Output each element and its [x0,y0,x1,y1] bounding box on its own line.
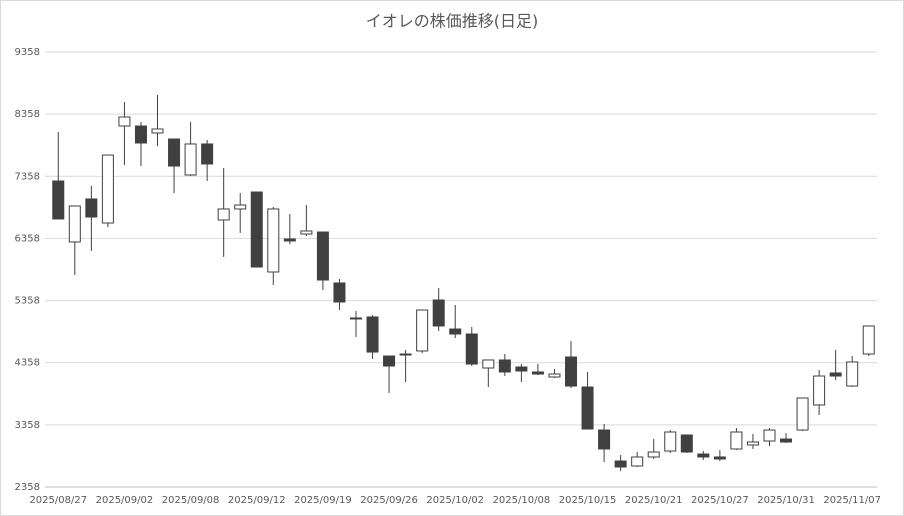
candle-body [300,230,313,235]
candle-body [548,373,561,378]
candle-body [168,138,181,167]
x-tick-label: 2025/10/21 [625,495,683,506]
y-tick-label: 4358 [15,358,40,369]
candle-body [581,386,594,430]
candle-body [449,328,462,335]
x-tick-label: 2025/09/19 [294,495,352,506]
x-tick-label: 2025/10/31 [757,495,815,506]
candle-body [763,429,776,442]
x-tick-label: 2025/09/02 [96,495,154,506]
y-tick-label: 6358 [15,233,40,244]
candle-body [598,429,611,450]
candle-body [862,325,875,355]
candle-body [250,191,263,268]
candle-body [118,116,131,127]
candle-body [366,316,379,353]
candle-body [333,282,346,303]
candle-body [565,356,578,387]
y-tick-label: 8358 [15,109,40,120]
candle-body [85,198,98,218]
chart-title: イオレの株価推移(日足) [366,12,539,31]
candle-body [349,317,362,320]
x-tick-label: 2025/10/27 [691,495,749,506]
x-tick-label: 2025/09/08 [162,495,220,506]
candle-body [134,125,147,144]
candle-body [829,372,842,377]
candle-body [664,431,677,452]
candle-body [697,453,710,458]
candle-body [515,366,528,372]
candle-body [730,431,743,450]
candle-body [746,441,759,446]
candle-body [482,359,495,369]
candle-body [531,371,544,375]
candle-body [432,299,445,327]
candle-body [796,397,809,431]
candle-body [267,208,280,273]
candle-body [151,128,164,134]
candle-body [846,361,859,387]
x-tick-label: 2025/10/08 [493,495,551,506]
candle-body [399,353,412,356]
candle-body [498,359,511,373]
y-tick-label: 7358 [15,171,40,182]
candle-body [234,204,247,210]
y-tick-label: 2358 [15,482,40,493]
candle-body [383,355,396,367]
x-tick-label: 2025/10/02 [426,495,484,506]
candle-body [52,180,65,220]
y-tick-label: 9358 [15,47,40,58]
y-tick-label: 3358 [15,420,40,431]
candle-body [631,456,644,467]
candle-body [813,375,826,406]
x-tick-label: 2025/11/07 [823,495,881,506]
candle-body [614,460,627,468]
candle-body [316,231,329,281]
candle-body [201,143,214,165]
candle-body [780,438,793,443]
candle-body [680,434,693,453]
candle-body [217,208,230,221]
candle-body [416,309,429,352]
x-tick-label: 2025/08/27 [29,495,87,506]
y-tick-label: 5358 [15,296,40,307]
candle-body [647,451,660,458]
candle-body [713,456,726,460]
x-tick-label: 2025/10/15 [559,495,617,506]
candle-body [184,143,197,176]
candle-body [283,238,296,242]
candle-body [68,205,81,243]
x-tick-label: 2025/09/26 [360,495,418,506]
candle-body [101,154,114,224]
candle-body [465,333,478,365]
x-tick-label: 2025/09/12 [228,495,286,506]
